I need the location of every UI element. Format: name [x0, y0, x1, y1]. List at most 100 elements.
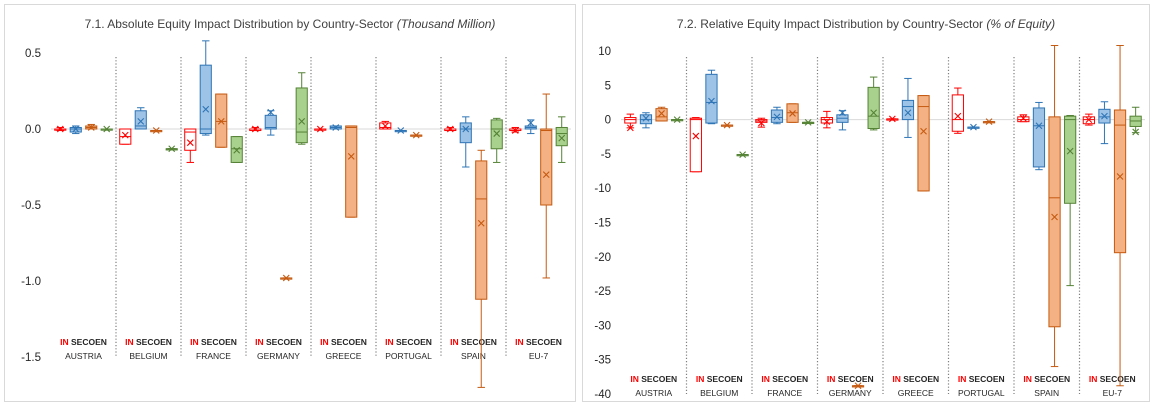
- box-co: [280, 274, 293, 282]
- box-iqr: [295, 87, 308, 144]
- sector-label-en: EN: [665, 374, 677, 384]
- sector-label-co: CO: [1046, 374, 1059, 384]
- box-co: [655, 106, 668, 122]
- box-iqr: [705, 73, 718, 124]
- mean-marker: [137, 118, 145, 125]
- sector-label-en: EN: [485, 337, 497, 347]
- sector-labels: IN SECOEN: [630, 374, 677, 384]
- sector-label-en: EN: [862, 374, 874, 384]
- country-label: BELGIUM: [700, 388, 738, 398]
- box-se: [394, 127, 407, 134]
- country-label: GERMANY: [257, 351, 300, 361]
- box-en: [230, 136, 243, 163]
- box-iqr: [901, 99, 915, 121]
- mean-marker: [493, 130, 501, 137]
- box-iqr: [1032, 107, 1046, 168]
- mean-marker: [168, 145, 176, 153]
- sector-label-in: IN: [125, 337, 136, 347]
- box-iqr: [820, 117, 833, 124]
- box-se: [134, 107, 147, 130]
- box-co: [786, 103, 799, 123]
- box-se: [264, 108, 277, 136]
- mean-marker: [888, 115, 896, 123]
- box-in: [1082, 113, 1095, 126]
- box-se: [967, 123, 980, 131]
- box-co: [215, 93, 228, 148]
- sector-label-se: SE: [331, 337, 343, 347]
- sector-label-in: IN: [696, 374, 707, 384]
- box-in: [509, 126, 522, 134]
- sector-label-co: CO: [537, 337, 550, 347]
- mean-marker: [233, 146, 241, 154]
- mean-marker: [462, 125, 470, 133]
- sector-label-co: CO: [277, 337, 290, 347]
- sector-label-en: EN: [95, 337, 107, 347]
- mean-marker: [773, 113, 781, 121]
- box-iqr: [540, 128, 553, 206]
- box-in: [314, 125, 327, 133]
- y-tick-label: -5: [601, 149, 611, 161]
- mean-marker: [904, 109, 912, 117]
- sector-label-in: IN: [761, 374, 772, 384]
- mean-marker: [251, 125, 259, 133]
- country-label: SPAIN: [461, 351, 486, 361]
- sector-label-co: CO: [472, 337, 485, 347]
- sector-labels: IN SECOEN: [60, 337, 107, 347]
- box-co: [720, 121, 734, 129]
- box-co: [851, 382, 865, 390]
- mean-marker: [527, 119, 535, 127]
- sector-label-en: EN: [225, 337, 237, 347]
- sector-label-co: CO: [342, 337, 355, 347]
- box-iqr: [1113, 109, 1127, 254]
- y-tick-label: -30: [594, 320, 611, 332]
- y-tick-label: -20: [594, 252, 611, 264]
- sector-label-co: CO: [407, 337, 420, 347]
- mean-marker: [56, 125, 64, 133]
- sector-labels: IN SECOEN: [515, 337, 562, 347]
- y-tick-label: -35: [594, 355, 611, 367]
- sector-label-co: CO: [849, 374, 862, 384]
- sector-label-co: CO: [718, 374, 731, 384]
- sector-labels: IN SECOEN: [125, 337, 172, 347]
- sector-label-se: SE: [707, 374, 719, 384]
- y-tick-label: 0: [605, 115, 611, 127]
- mean-marker: [381, 122, 389, 130]
- box-co: [917, 95, 930, 192]
- country-label: GERMANY: [829, 388, 872, 398]
- country-label: SPAIN: [1034, 388, 1059, 398]
- mean-marker: [1066, 147, 1074, 155]
- sector-label-se: SE: [526, 337, 538, 347]
- mean-marker: [1019, 114, 1027, 122]
- country-label: AUSTRIA: [635, 388, 672, 398]
- sector-label-en: EN: [550, 337, 562, 347]
- mean-marker: [298, 118, 306, 125]
- box-iqr: [199, 64, 212, 135]
- mean-marker: [332, 124, 340, 131]
- box-in: [755, 117, 768, 128]
- mean-marker: [789, 110, 796, 117]
- sector-label-co: CO: [82, 337, 95, 347]
- box-iqr: [689, 117, 702, 173]
- mean-marker: [954, 112, 962, 120]
- box-iqr: [134, 110, 147, 130]
- sector-labels: IN SECOEN: [1023, 374, 1070, 384]
- sector-label-en: EN: [927, 374, 939, 384]
- mean-marker: [985, 118, 993, 126]
- sector-labels: IN SECOEN: [761, 374, 808, 384]
- box-co: [1048, 45, 1061, 368]
- mean-marker: [658, 110, 665, 117]
- mean-marker: [1132, 128, 1140, 136]
- mean-marker: [823, 118, 831, 126]
- box-se: [524, 119, 537, 135]
- mean-marker: [217, 118, 225, 125]
- box-se: [705, 69, 718, 125]
- mean-marker: [152, 127, 160, 134]
- box-in: [444, 125, 457, 133]
- box-iqr: [1048, 116, 1061, 328]
- mean-marker: [202, 105, 210, 113]
- mean-marker: [282, 274, 290, 282]
- sector-labels: IN SECOEN: [827, 374, 874, 384]
- mean-marker: [186, 139, 194, 147]
- mean-marker: [970, 123, 977, 131]
